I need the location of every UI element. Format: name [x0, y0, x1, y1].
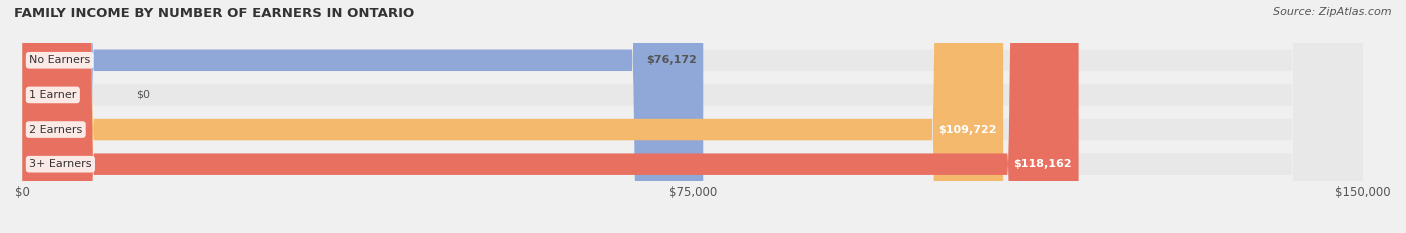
Text: $76,172: $76,172 — [645, 55, 696, 65]
Text: No Earners: No Earners — [30, 55, 90, 65]
FancyBboxPatch shape — [22, 0, 1364, 233]
FancyBboxPatch shape — [22, 0, 1364, 233]
Text: FAMILY INCOME BY NUMBER OF EARNERS IN ONTARIO: FAMILY INCOME BY NUMBER OF EARNERS IN ON… — [14, 7, 415, 20]
Text: $118,162: $118,162 — [1014, 159, 1071, 169]
Text: Source: ZipAtlas.com: Source: ZipAtlas.com — [1274, 7, 1392, 17]
FancyBboxPatch shape — [22, 0, 703, 233]
FancyBboxPatch shape — [22, 0, 1364, 233]
Text: $0: $0 — [136, 90, 150, 100]
Text: 2 Earners: 2 Earners — [30, 125, 83, 134]
Text: $109,722: $109,722 — [938, 125, 997, 134]
FancyBboxPatch shape — [22, 0, 1002, 233]
FancyBboxPatch shape — [22, 0, 1364, 233]
Text: 3+ Earners: 3+ Earners — [30, 159, 91, 169]
FancyBboxPatch shape — [22, 0, 1078, 233]
Text: 1 Earner: 1 Earner — [30, 90, 76, 100]
